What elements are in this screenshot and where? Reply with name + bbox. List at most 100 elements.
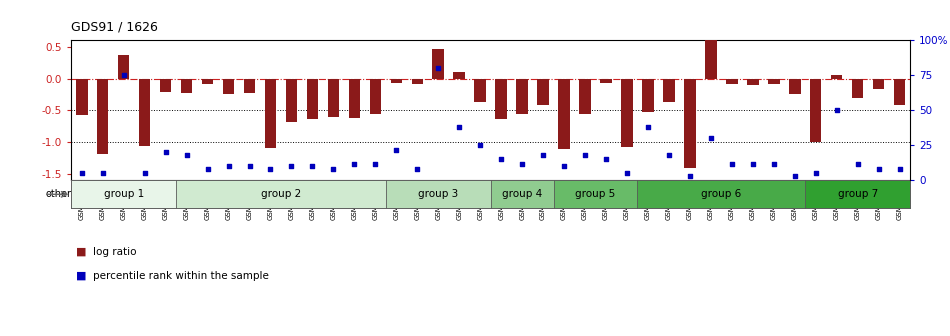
Point [767,161,782,166]
Bar [328,79,339,117]
Bar [244,79,256,92]
Point [661,153,676,158]
Text: ■: ■ [76,247,86,257]
Text: group 6: group 6 [701,189,742,199]
Point [389,147,404,152]
Bar [852,79,864,97]
Text: group 4: group 4 [502,189,542,199]
Point [200,166,215,172]
Bar [768,79,780,84]
Point [305,164,320,169]
Point [619,171,635,176]
Point [788,173,803,179]
Bar [637,180,806,208]
Text: group 5: group 5 [576,189,616,199]
Point [724,161,739,166]
Bar [160,79,171,92]
Point [745,161,760,166]
Point [368,161,383,166]
Bar [538,79,549,105]
Bar [201,79,214,84]
Point [536,153,551,158]
Point [74,171,89,176]
Bar [580,79,591,114]
Point [703,136,718,141]
Point [179,153,194,158]
Bar [726,79,737,84]
Bar [71,180,176,208]
Text: percentile rank within the sample: percentile rank within the sample [93,270,269,281]
Point [95,171,110,176]
Point [850,161,865,166]
Bar [97,79,108,154]
Point [808,171,824,176]
Bar [490,180,554,208]
Bar [621,79,633,146]
Bar [370,79,381,114]
Point [871,166,886,172]
Point [892,166,907,172]
Point [515,161,530,166]
Bar [554,180,637,208]
Point [347,161,362,166]
Point [284,164,299,169]
Point [829,108,845,113]
Bar [810,79,822,142]
Bar [663,79,674,102]
Bar [831,75,843,79]
Bar [265,79,276,148]
Point [221,164,237,169]
Point [451,124,466,130]
Bar [411,79,423,84]
Point [682,173,697,179]
Bar [806,180,910,208]
Bar [386,180,490,208]
Text: group 2: group 2 [261,189,301,199]
Bar [600,79,612,83]
Point [640,124,656,130]
Bar [139,79,150,146]
Bar [495,79,507,119]
Point [409,166,425,172]
Text: log ratio: log ratio [93,247,137,257]
Point [116,73,131,78]
Point [430,66,446,71]
Bar [642,79,654,112]
Bar [789,79,801,94]
Bar [747,79,759,85]
Bar [453,72,465,79]
Point [557,164,572,169]
Bar [517,79,528,114]
Text: other: other [46,189,71,199]
Bar [222,79,235,94]
Bar [349,79,360,118]
Text: group 1: group 1 [104,189,143,199]
Point [494,157,509,162]
Bar [873,79,884,89]
Bar [474,79,486,102]
Bar [559,79,570,149]
Bar [118,55,129,79]
Point [263,166,278,172]
Text: group 7: group 7 [838,189,878,199]
Bar [286,79,297,122]
Point [137,171,152,176]
Bar [705,39,716,79]
Text: GDS91 / 1626: GDS91 / 1626 [71,20,158,34]
Point [472,142,487,148]
Bar [307,79,318,119]
Bar [432,49,444,79]
Bar [894,79,905,105]
Bar [390,79,402,83]
Bar [76,79,87,115]
Bar [180,79,192,92]
Point [158,150,173,155]
Bar [684,79,695,168]
Text: group 3: group 3 [418,189,458,199]
Point [326,166,341,172]
Point [242,164,257,169]
Point [578,153,593,158]
Bar [176,180,386,208]
Text: ■: ■ [76,270,86,281]
Point [598,157,614,162]
